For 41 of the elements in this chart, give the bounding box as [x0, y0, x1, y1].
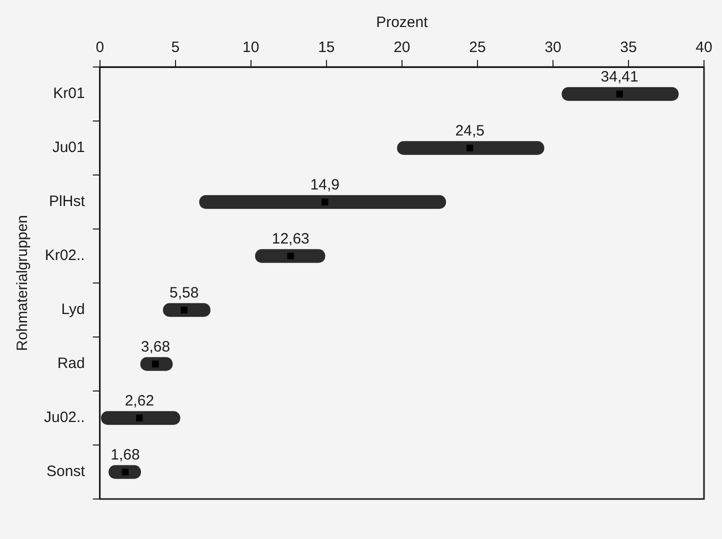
y-tick-label: Kr01: [53, 85, 85, 102]
y-tick-label: Sonst: [46, 463, 86, 480]
data-label: 1,68: [110, 446, 140, 464]
data-label: 5,58: [170, 284, 199, 302]
y-tick-label: Ju01: [52, 139, 85, 156]
point: [122, 468, 129, 476]
point: [616, 90, 623, 98]
x-tick-label: 20: [394, 39, 410, 56]
y-tick-label: Kr02..: [44, 247, 85, 264]
y-tick-label: Lyd: [61, 301, 85, 318]
y-tick-label: PlHst: [49, 193, 86, 210]
x-tick-label: 40: [696, 39, 712, 56]
y-tick-label: Ju02..: [44, 409, 85, 426]
point: [136, 414, 143, 422]
bar: [255, 249, 326, 263]
x-tick-label: 25: [469, 39, 486, 56]
point: [152, 360, 159, 368]
point: [180, 306, 188, 314]
data-label: 34,41: [600, 68, 638, 86]
x-axis-title: Prozent: [376, 14, 429, 32]
x-tick-label: 10: [242, 39, 260, 56]
bar: [397, 141, 544, 155]
x-tick-label: 0: [96, 39, 104, 56]
data-label: 12,63: [272, 230, 310, 248]
data-label: 24,5: [455, 122, 484, 140]
bar: [162, 303, 210, 317]
bar: [562, 87, 679, 101]
data-label: 2,62: [124, 392, 154, 410]
x-tick-label: 15: [318, 39, 335, 56]
bar: [199, 195, 446, 209]
x-tick-label: 30: [544, 39, 562, 56]
data-label: 3,68: [140, 338, 170, 356]
point: [322, 198, 328, 206]
y-tick-label: Rad: [57, 355, 85, 372]
point: [287, 252, 294, 260]
data-label: 14,9: [310, 176, 340, 194]
y-axis-title: Rohmaterialgruppen: [14, 215, 32, 351]
point: [466, 144, 474, 152]
x-tick-label: 35: [620, 39, 637, 56]
x-tick-label: 5: [171, 39, 180, 56]
bar: [101, 411, 180, 425]
